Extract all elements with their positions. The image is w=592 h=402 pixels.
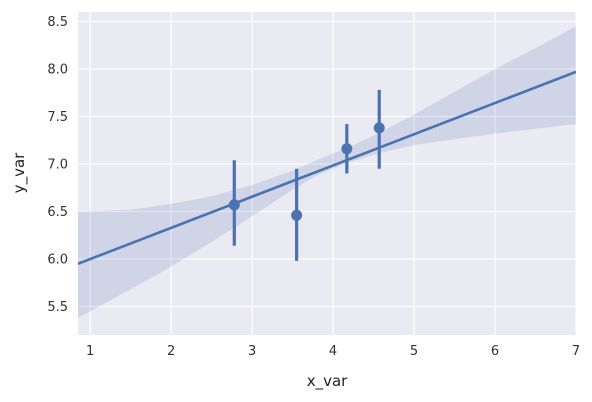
y-tick-label: 7.5: [47, 110, 68, 125]
y-tick-label: 6.0: [47, 253, 68, 268]
data-point: [373, 122, 385, 134]
data-point: [228, 199, 240, 211]
x-tick-labels: 1 2 3 4 5 6 7: [86, 344, 580, 359]
x-tick-label: 6: [491, 344, 499, 359]
data-point: [291, 209, 303, 221]
y-axis-label: y_var: [10, 152, 29, 193]
data-point: [341, 143, 353, 155]
y-tick-label: 6.5: [47, 205, 68, 220]
x-tick-label: 3: [248, 344, 256, 359]
y-tick-label: 8.5: [47, 15, 68, 30]
x-tick-label: 7: [572, 344, 580, 359]
y-tick-labels: 5.5 6.0 6.5 7.0 7.5 8.0 8.5: [47, 15, 68, 315]
regression-line: [78, 70, 576, 265]
x-tick-label: 4: [329, 344, 337, 359]
plot-content: [78, 26, 576, 318]
grid: [78, 12, 577, 335]
confidence-band: [78, 26, 576, 318]
x-axis-label: x_var: [307, 372, 348, 391]
y-tick-label: 5.5: [47, 300, 68, 315]
y-tick-label: 8.0: [47, 63, 68, 78]
y-tick-label: 7.0: [47, 158, 68, 173]
x-tick-label: 2: [167, 344, 175, 359]
x-tick-label: 5: [410, 344, 418, 359]
plot-background: [78, 12, 576, 335]
x-tick-label: 1: [86, 344, 94, 359]
